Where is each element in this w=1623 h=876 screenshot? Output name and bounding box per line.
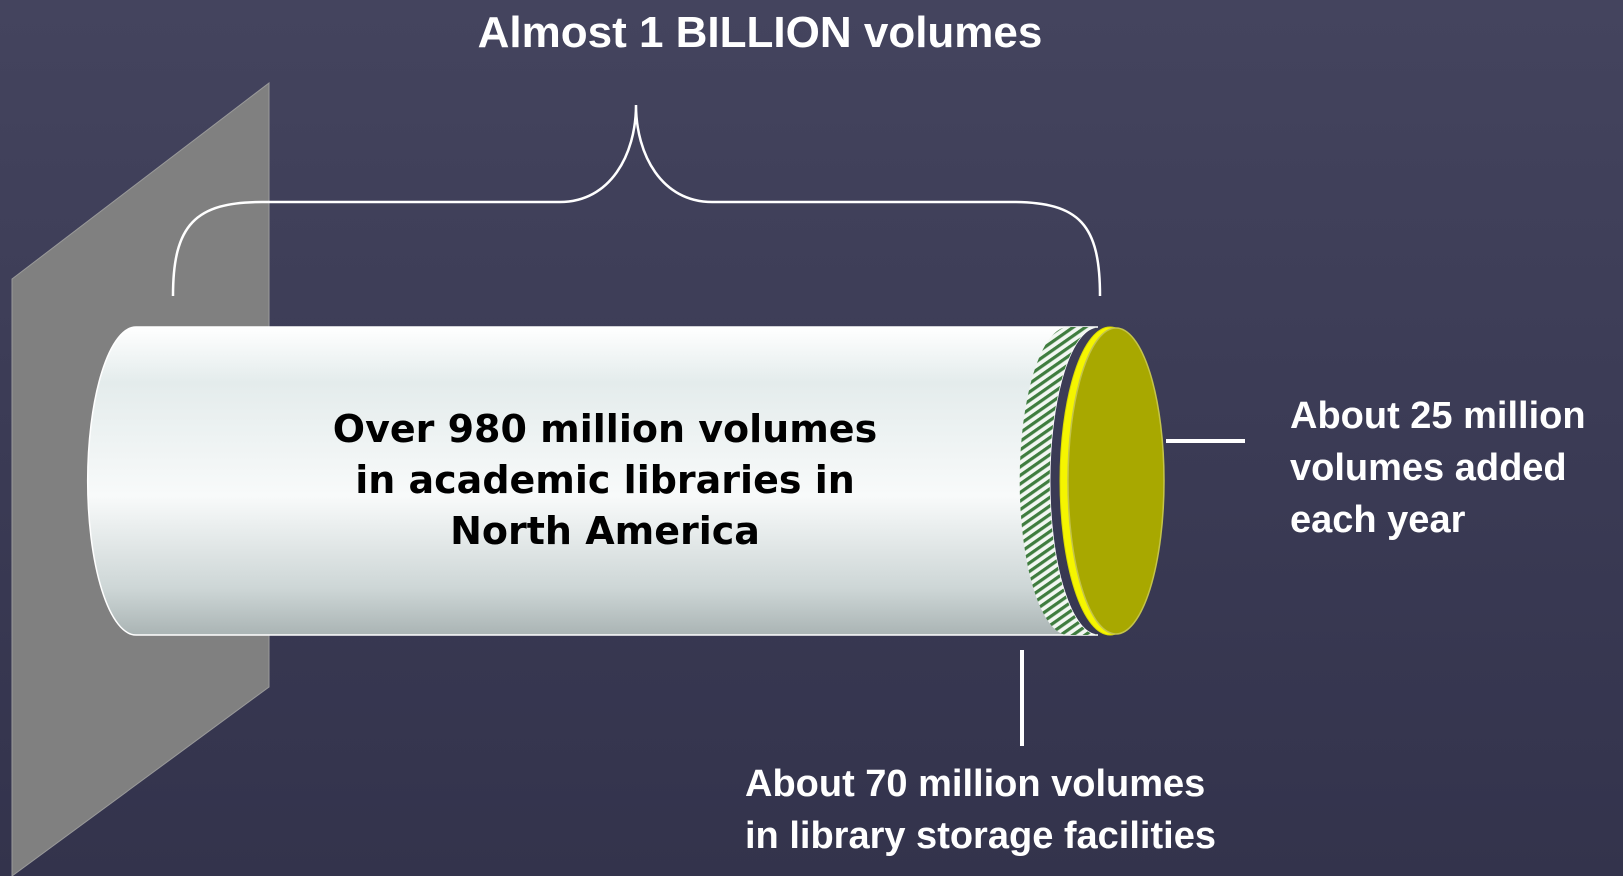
diagram-title: Almost 1 BILLION volumes: [477, 8, 1043, 57]
storage-facilities-label: About 70 million volumes in library stor…: [745, 758, 1216, 862]
annual-additions-label-line: About 25 million: [1290, 395, 1586, 437]
storage-facilities-label-line: in library storage facilities: [745, 815, 1216, 857]
cylinder-end-cap: [1067, 327, 1165, 635]
cylinder-label-line: North America: [450, 509, 760, 553]
annual-additions-label-line: volumes added: [1290, 447, 1567, 489]
cylinder-label-line: in academic libraries in: [355, 458, 855, 502]
annual-additions-label-line: each year: [1290, 499, 1466, 541]
storage-facilities-label-line: About 70 million volumes: [745, 763, 1206, 805]
cylinder-label-line: Over 980 million volumes: [332, 407, 878, 451]
curly-brace: [171, 104, 1102, 297]
cylinder-label: Over 980 million volumes in academic lib…: [240, 404, 970, 557]
annual-additions-label: About 25 million volumes added each year: [1290, 390, 1586, 546]
